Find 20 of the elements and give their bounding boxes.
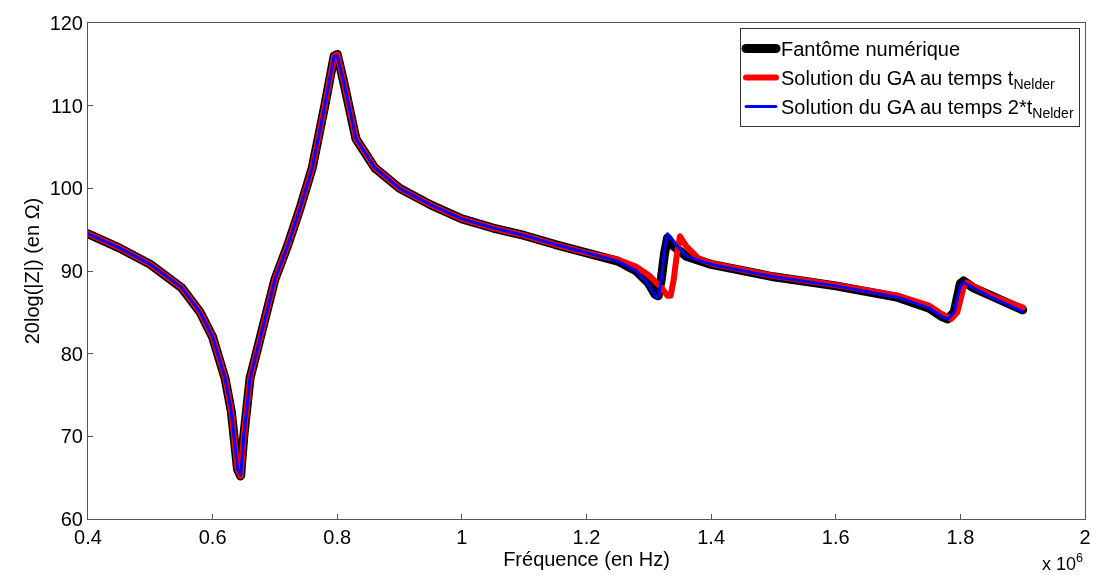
x-tick-label: 1.2 — [572, 526, 601, 548]
y-tick-label: 70 — [60, 425, 83, 448]
legend-label: Solution du GA au temps 2*t$_{Nelder}$ — [781, 96, 1074, 122]
legend-label: Solution du GA au temps t$_{Nelder}$ — [781, 67, 1055, 93]
x-tick-label: 1 — [456, 526, 468, 548]
x-tick-label: 0.6 — [198, 526, 227, 548]
y-tick-label: 90 — [60, 260, 83, 282]
x-tick-label: 1.8 — [946, 526, 975, 548]
y-axis-title: 20log(|Z|) (en Ω) — [21, 197, 44, 345]
x-tick-label: 1.6 — [821, 526, 850, 548]
y-tick-label: 100 — [49, 177, 83, 200]
y-tick-label: 110 — [51, 94, 83, 117]
legend-label: Fantôme numérique — [781, 38, 960, 61]
x-tick-label: 0.8 — [323, 526, 352, 548]
x-tick-label: 1.4 — [697, 526, 726, 548]
y-tick-label: 80 — [60, 342, 83, 365]
text: x 10$^{6}$ — [1042, 551, 1084, 574]
x-axis-title: Fréquence (en Hz) — [503, 548, 670, 570]
x-tick-label: 2 — [1079, 526, 1091, 548]
y-tick-label: 120 — [49, 12, 83, 34]
